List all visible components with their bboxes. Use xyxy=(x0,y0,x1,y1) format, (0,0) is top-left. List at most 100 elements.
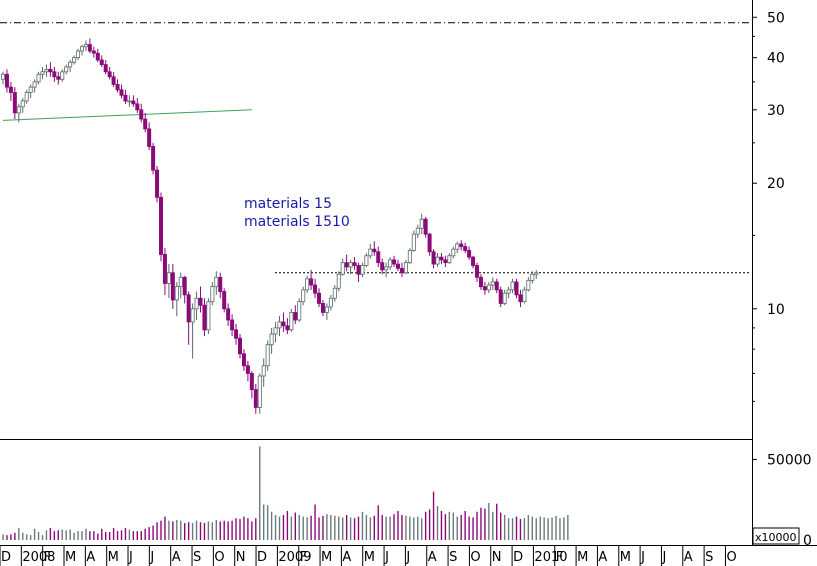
candle-body xyxy=(352,262,357,266)
candle-body xyxy=(24,92,29,102)
candle-body xyxy=(482,286,487,291)
candle-body xyxy=(435,256,440,265)
price-tick-label: 30 xyxy=(767,103,785,119)
candle-body xyxy=(399,267,404,274)
candle-body xyxy=(111,76,116,85)
candle-body xyxy=(407,250,412,264)
candle-body xyxy=(376,251,381,264)
month-label: D xyxy=(257,550,267,565)
price-tick-label: 40 xyxy=(767,51,785,67)
price-tick-label: 50 xyxy=(767,10,785,26)
candle-body xyxy=(415,227,420,235)
candle-body xyxy=(155,169,160,198)
candle-body xyxy=(12,92,17,114)
candle-body xyxy=(261,365,266,377)
candle-body xyxy=(198,297,203,306)
month-label: S xyxy=(193,550,201,565)
month-label: M xyxy=(620,550,631,565)
candle-body xyxy=(467,250,472,258)
candle-body xyxy=(44,68,49,73)
trendline xyxy=(2,109,252,121)
month-label: M xyxy=(108,550,119,565)
candle-body xyxy=(20,100,25,108)
candle-body xyxy=(320,303,325,313)
candle-body xyxy=(245,365,250,374)
month-label: F xyxy=(300,550,307,565)
volume-unit-label: x10000 xyxy=(755,531,797,544)
month-label: F xyxy=(556,550,563,565)
candle-body xyxy=(336,273,341,289)
candle-body xyxy=(103,64,108,73)
candle-body xyxy=(72,57,77,63)
candle-body xyxy=(530,273,535,281)
price-tick-label: 20 xyxy=(767,176,785,192)
candle-body xyxy=(431,251,436,265)
candle-body xyxy=(257,375,262,408)
candle-body xyxy=(237,337,242,355)
candle-body xyxy=(478,276,483,288)
candle-body xyxy=(186,294,191,323)
candle-body xyxy=(4,73,9,88)
candle-body xyxy=(0,73,6,80)
month-label: A xyxy=(684,550,693,565)
candle-body xyxy=(151,146,156,171)
candlestick-series xyxy=(0,38,539,414)
candle-body xyxy=(131,100,136,105)
month-label: N xyxy=(492,550,502,565)
candle-body xyxy=(48,68,53,73)
candle-body xyxy=(403,262,408,274)
candle-body xyxy=(253,389,258,408)
candle-body xyxy=(309,278,314,286)
candle-body xyxy=(372,248,377,253)
candle-body xyxy=(439,256,444,261)
month-label: O xyxy=(214,550,224,565)
candle-body xyxy=(427,233,432,253)
month-label: A xyxy=(86,550,95,565)
candle-body xyxy=(80,46,85,52)
candle-body xyxy=(281,321,286,327)
candle-body xyxy=(226,308,231,321)
month-label: D xyxy=(1,550,11,565)
month-label: 2010 xyxy=(534,550,567,565)
candle-body xyxy=(52,71,57,78)
month-label: A xyxy=(428,550,437,565)
candle-body xyxy=(380,262,385,271)
month-label: S xyxy=(705,550,713,565)
candle-body xyxy=(474,265,479,278)
month-label: O xyxy=(470,550,480,565)
candle-body xyxy=(127,100,132,103)
candle-body xyxy=(182,276,187,296)
month-label: F xyxy=(44,550,51,565)
month-label: A xyxy=(172,550,181,565)
candle-body xyxy=(147,128,152,147)
candle-body xyxy=(471,256,476,266)
candle-body xyxy=(119,89,124,96)
candle-body xyxy=(490,281,495,286)
candle-body xyxy=(514,281,519,296)
candle-body xyxy=(99,59,104,66)
candle-body xyxy=(8,86,13,93)
legend-entry-1: materials 15 xyxy=(244,196,332,212)
candle-body xyxy=(518,294,523,303)
candle-body xyxy=(87,44,92,52)
candle-body xyxy=(340,262,345,275)
candle-body xyxy=(202,304,207,331)
candle-body xyxy=(332,287,337,299)
candle-body xyxy=(60,71,65,80)
candle-body xyxy=(356,265,361,275)
candle-body xyxy=(32,81,37,88)
volume-tick-label: 50000 xyxy=(767,452,812,468)
candle-body xyxy=(56,76,61,80)
month-label: O xyxy=(726,550,736,565)
candle-body xyxy=(455,243,460,250)
candle-body xyxy=(36,73,41,83)
candle-body xyxy=(222,291,227,310)
candle-body xyxy=(506,289,511,294)
month-label: 2008 xyxy=(22,550,55,565)
candle-body xyxy=(265,344,270,367)
candle-body xyxy=(344,262,349,268)
candle-body xyxy=(194,297,199,310)
candle-body xyxy=(419,218,424,229)
candle-body xyxy=(214,276,219,288)
